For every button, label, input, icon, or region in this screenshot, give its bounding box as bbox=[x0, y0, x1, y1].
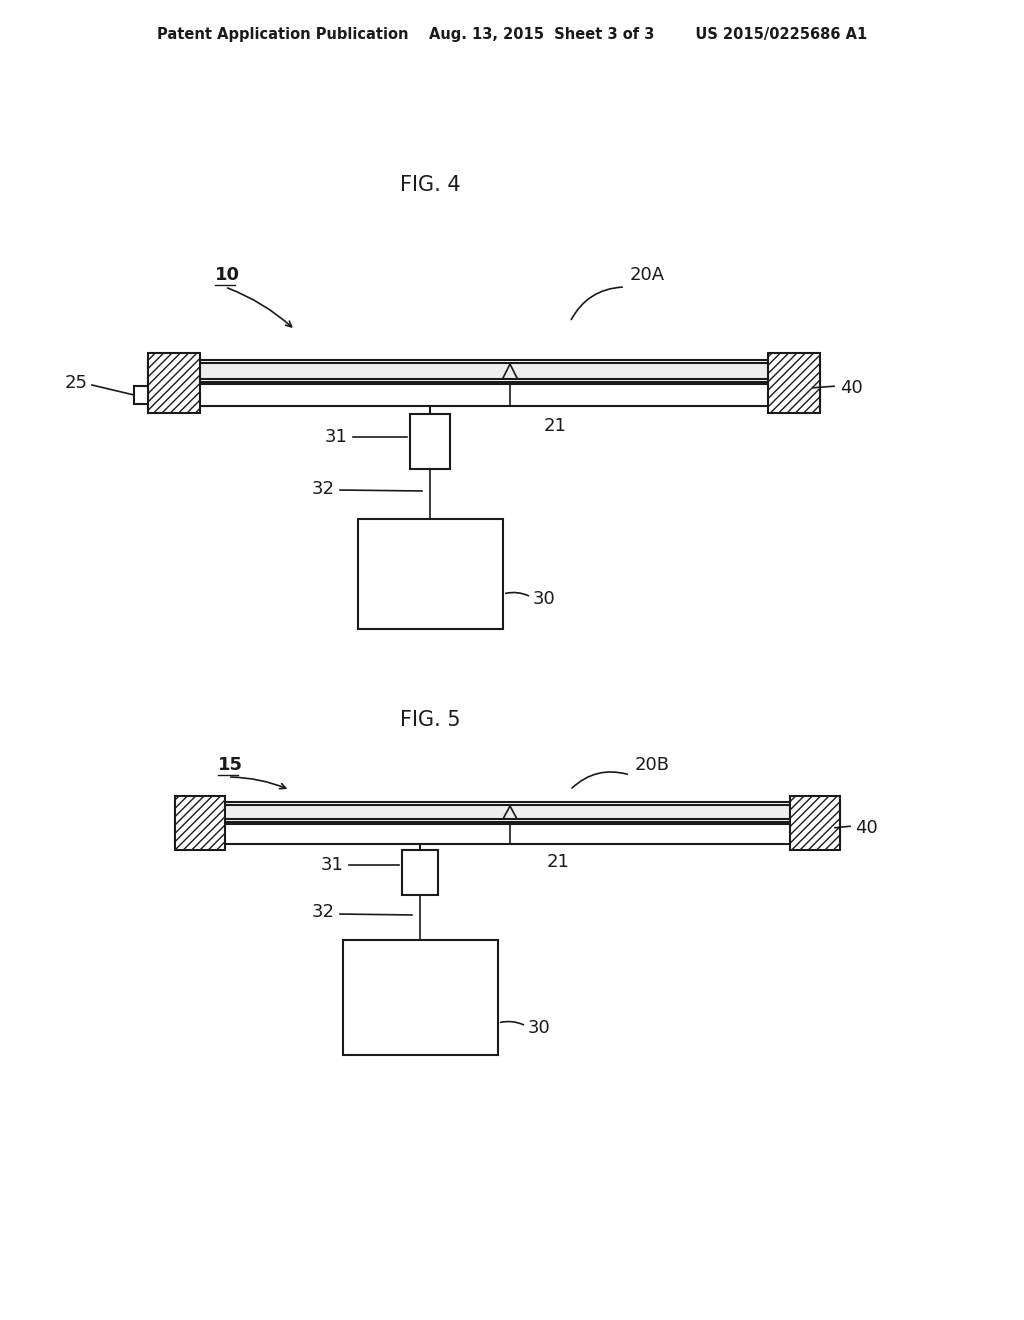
Bar bbox=[148, 384, 820, 407]
Bar bbox=[175, 803, 840, 822]
Bar bbox=[768, 352, 820, 413]
Text: 40: 40 bbox=[840, 379, 863, 397]
Text: 15: 15 bbox=[218, 756, 243, 774]
Text: 32: 32 bbox=[312, 480, 335, 498]
Text: 21: 21 bbox=[544, 417, 566, 436]
Bar bbox=[148, 352, 200, 413]
Bar bbox=[790, 796, 840, 850]
Text: 30: 30 bbox=[528, 1019, 551, 1038]
Text: 31: 31 bbox=[326, 428, 348, 446]
Bar bbox=[175, 796, 225, 850]
Bar bbox=[402, 850, 438, 895]
Text: 20B: 20B bbox=[635, 756, 670, 774]
Text: FIG. 4: FIG. 4 bbox=[399, 176, 461, 195]
Text: Patent Application Publication    Aug. 13, 2015  Sheet 3 of 3        US 2015/022: Patent Application Publication Aug. 13, … bbox=[157, 28, 867, 42]
Text: 25: 25 bbox=[65, 374, 88, 392]
Bar bbox=[134, 385, 148, 404]
Bar bbox=[148, 360, 820, 381]
Text: 30: 30 bbox=[534, 590, 556, 609]
Text: 40: 40 bbox=[855, 818, 878, 837]
Bar bbox=[178, 805, 837, 818]
Bar bbox=[358, 519, 503, 630]
Bar bbox=[151, 363, 817, 379]
Text: FIG. 5: FIG. 5 bbox=[399, 710, 461, 730]
Bar bbox=[343, 940, 498, 1055]
Bar bbox=[175, 824, 840, 843]
Text: 32: 32 bbox=[312, 903, 335, 921]
Text: 21: 21 bbox=[547, 853, 569, 871]
Bar bbox=[410, 414, 450, 469]
Text: 31: 31 bbox=[322, 855, 344, 874]
Text: 10: 10 bbox=[215, 267, 240, 284]
Text: 20A: 20A bbox=[630, 267, 666, 284]
